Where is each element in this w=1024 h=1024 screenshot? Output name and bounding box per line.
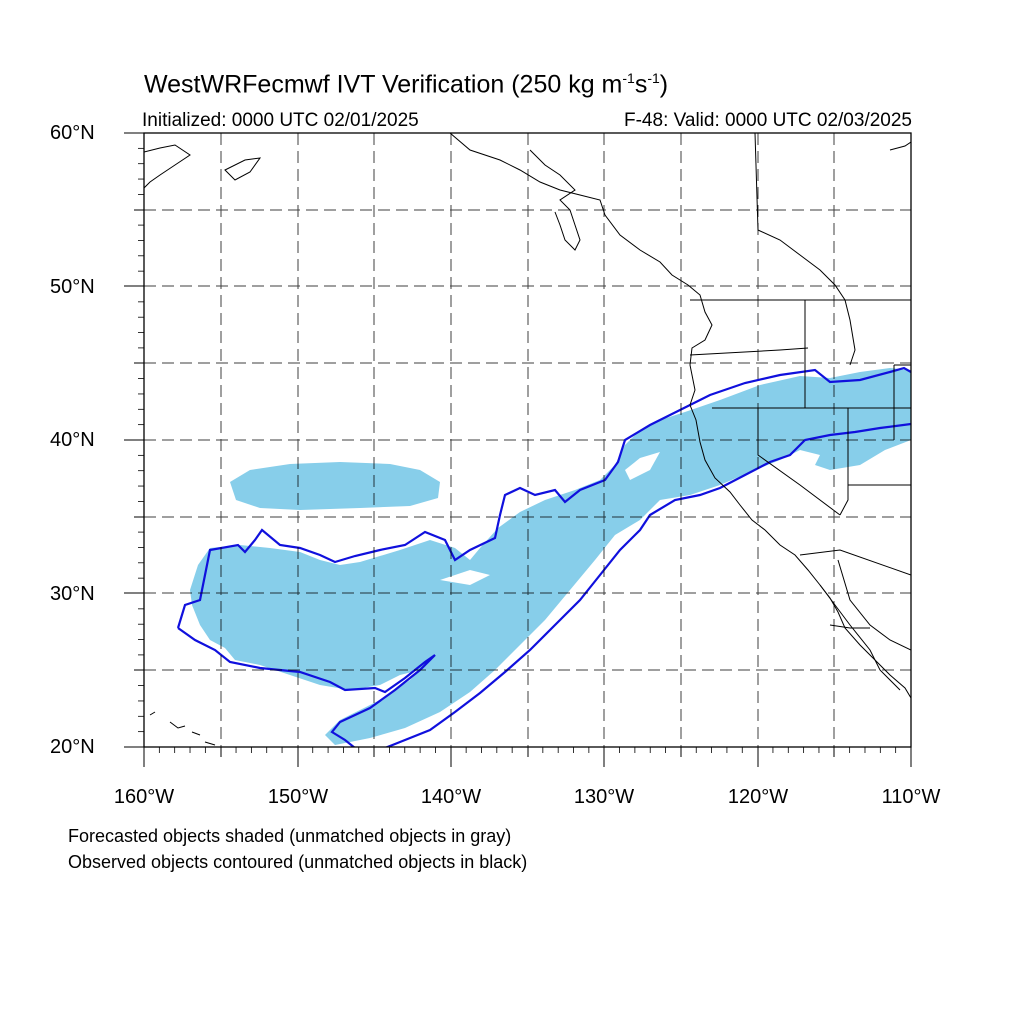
init-time-label: Initialized: 0000 UTC 02/01/2025: [142, 110, 419, 131]
forecast-ivt-north-blob: [230, 462, 440, 510]
lat-label-20n: 20°N: [50, 736, 95, 758]
lon-label-150w: 150°W: [267, 786, 329, 808]
lat-label-40n: 40°N: [50, 429, 95, 451]
lat-label-30n: 30°N: [50, 583, 95, 605]
lat-label-50n: 50°N: [50, 276, 95, 298]
coastlines: [144, 133, 911, 746]
lon-label-110w: 110°W: [881, 786, 941, 808]
lat-label-60n: 60°N: [50, 122, 95, 144]
forecast-legend-note: Forecasted objects shaded (unmatched obj…: [68, 826, 512, 846]
observed-ivt-contour-arm: [177, 627, 436, 747]
observed-ivt-contour: [176, 366, 911, 629]
minor-ticks: [138, 147, 897, 753]
lon-label-160w: 160°W: [113, 786, 175, 808]
forecast-ivt-object: [190, 368, 911, 745]
observed-ivt-contour-south: [384, 422, 911, 747]
lat-lon-grid: [144, 133, 911, 747]
observed-legend-note: Observed objects contoured (unmatched ob…: [68, 852, 528, 872]
axis-ticks: [124, 132, 912, 767]
lon-label-130w: 130°W: [573, 786, 635, 808]
map-title: WestWRFecmwf IVT Verification (250 kg m-…: [144, 70, 669, 99]
valid-time-label: F-48: Valid: 0000 UTC 02/03/2025: [624, 110, 912, 131]
lon-label-120w: 120°W: [727, 786, 789, 808]
lon-label-140w: 140°W: [420, 786, 482, 808]
